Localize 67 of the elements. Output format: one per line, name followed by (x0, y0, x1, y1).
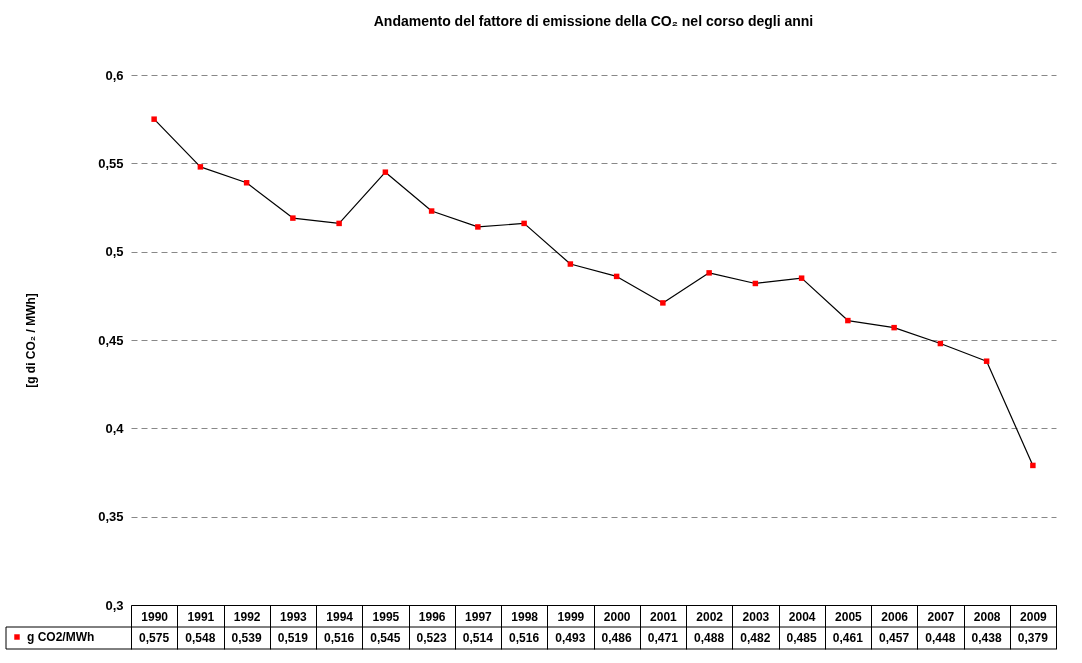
point (475, 224, 481, 230)
point (243, 180, 250, 186)
data-label: 0,548 (185, 631, 216, 645)
x-tick-label: 2001 (650, 609, 678, 624)
x-tick-label: 2006 (881, 609, 909, 624)
point (336, 220, 342, 227)
y-tick-label: 0,55 (98, 155, 124, 171)
point (428, 208, 435, 214)
y-tick-label: 0,6 (105, 67, 124, 83)
x-tick-label: 2009 (1020, 609, 1048, 624)
x-tick-label: 2005 (835, 609, 863, 624)
data-label: 0,457 (879, 631, 910, 645)
data-label: 0,516 (324, 631, 355, 645)
data-label: 0,486 (601, 631, 632, 645)
data-label: 0,539 (231, 631, 262, 645)
x-tick-label: 1991 (187, 609, 215, 624)
data-label: 0,461 (832, 631, 864, 645)
data-label: 0,379 (1017, 631, 1049, 645)
y-tick-label: 0,45 (98, 332, 124, 348)
point (382, 169, 389, 175)
data-label: 0,523 (416, 631, 447, 645)
x-tick-label: 1998 (511, 609, 539, 624)
point (845, 317, 851, 324)
point (521, 220, 527, 227)
data-label: 0,438 (971, 631, 1002, 645)
data-label: 0,485 (786, 631, 817, 645)
point (891, 324, 897, 331)
y-axis-title: [g di CO₂ / MWh] (24, 293, 39, 388)
data-label: 0,516 (509, 631, 540, 645)
x-tick-label: 2000 (603, 609, 631, 624)
data-label: 0,575 (139, 631, 170, 645)
point (798, 275, 805, 281)
data-label: 0,493 (555, 631, 586, 645)
x-tick-label: 1995 (372, 609, 400, 624)
x-tick-label: 1999 (557, 609, 585, 624)
data-label: 0,471 (647, 631, 679, 645)
data-label: 0,514 (462, 631, 494, 645)
y-tick-label: 0,5 (105, 244, 124, 260)
point (567, 261, 574, 267)
x-tick-label: 1994 (326, 609, 354, 624)
x-tick-label: 1992 (233, 609, 261, 624)
point (290, 215, 296, 221)
x-tick-label: 2008 (973, 609, 1001, 624)
legend-label: g CO2/MWh (27, 630, 95, 644)
x-tick-label: 1990 (141, 609, 169, 624)
point (1030, 462, 1036, 469)
data-label: 0,545 (370, 631, 401, 645)
y-tick-label: 0,4 (105, 420, 125, 436)
point (983, 358, 990, 364)
x-tick-label: 1993 (280, 609, 308, 624)
point (660, 300, 666, 306)
x-tick-label: 1997 (465, 609, 493, 624)
point (197, 164, 204, 170)
chart-title: Andamento del fattore di emissione della CO₂ nel corso degli anni (373, 13, 814, 29)
data-label: 0,482 (740, 631, 771, 645)
point (706, 270, 712, 276)
x-tick-label: 2003 (742, 609, 770, 624)
data-label: 0,448 (925, 631, 956, 645)
x-tick-label: 2007 (927, 609, 955, 624)
y-tick-label: 0,35 (98, 509, 124, 525)
x-tick-label: 2004 (788, 609, 816, 624)
x-tick-label: 2002 (696, 609, 724, 624)
data-label: 0,519 (277, 631, 309, 645)
point (151, 116, 157, 122)
y-tick-label: 0,3 (105, 597, 124, 613)
x-tick-label: 1996 (418, 609, 446, 624)
data-label: 0,488 (694, 631, 725, 645)
